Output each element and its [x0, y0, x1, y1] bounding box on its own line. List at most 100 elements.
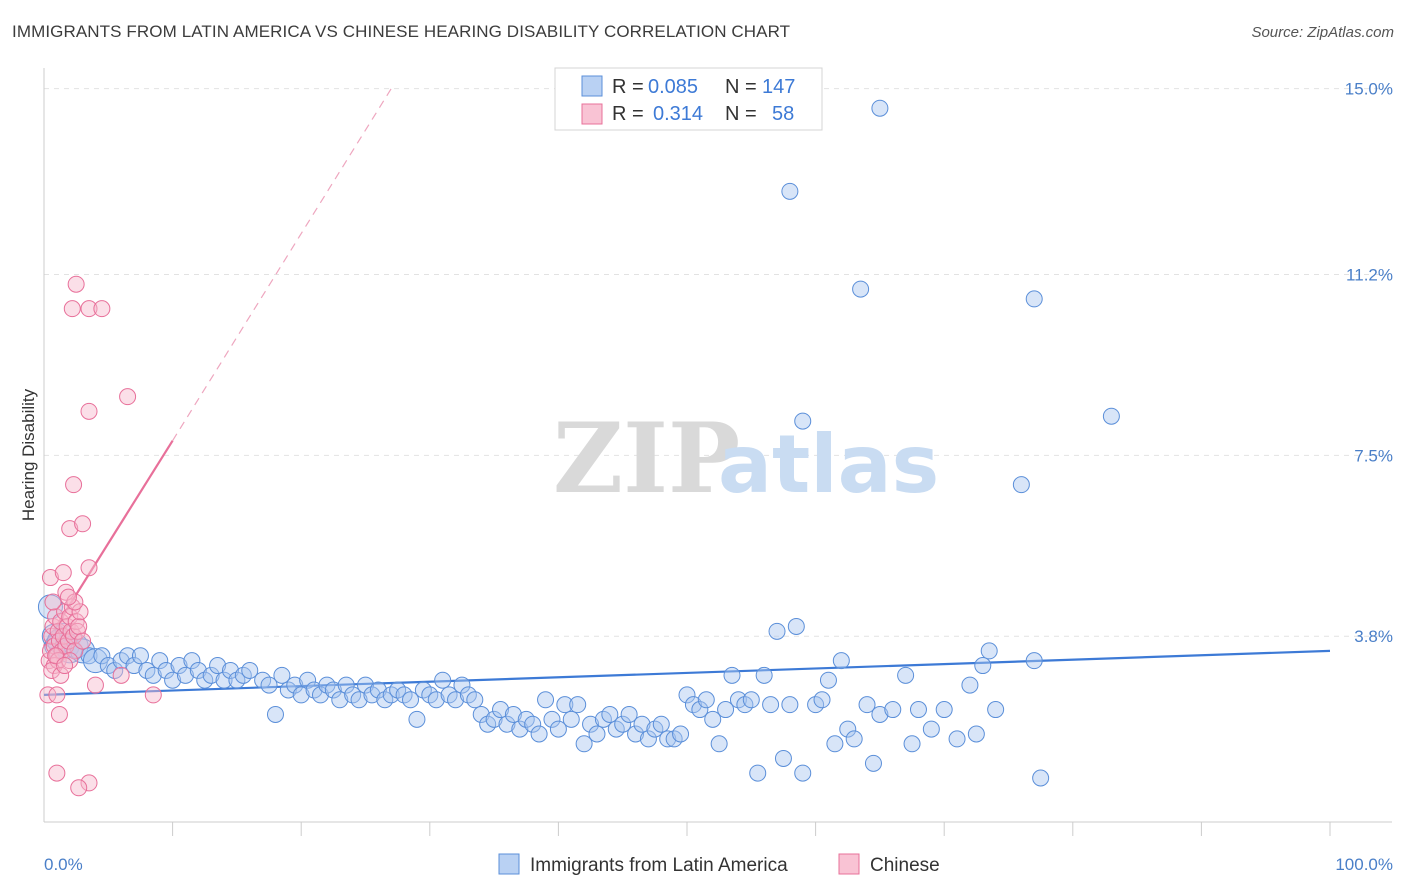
data-point-latin-america	[260, 676, 278, 694]
data-point-chinese	[39, 686, 57, 704]
data-point-latin-america	[209, 657, 227, 675]
legend-n-value: 147	[762, 76, 795, 98]
data-point-latin-america	[151, 652, 169, 670]
data-point-chinese	[71, 603, 89, 621]
data-point-chinese	[56, 657, 74, 675]
data-point-latin-america	[691, 701, 709, 719]
x-tick-labels: 0.0% 100.0%	[44, 855, 1393, 874]
data-point-latin-america	[575, 735, 593, 753]
data-point-latin-america	[710, 735, 728, 753]
data-point-latin-america	[183, 652, 201, 670]
legend-swatch-pink	[581, 103, 603, 125]
data-point-latin-america	[987, 701, 1005, 719]
data-point-latin-america	[498, 715, 516, 733]
data-point-chinese	[70, 779, 88, 797]
y-tick-label: 7.5%	[1354, 446, 1393, 465]
bottom-legend-label-latin-america: Immigrants from Latin America	[530, 855, 788, 876]
data-point-latin-america	[620, 705, 638, 723]
data-point-chinese	[65, 476, 83, 494]
data-point-latin-america	[614, 715, 632, 733]
data-point-latin-america	[813, 691, 831, 709]
data-point-latin-america	[537, 691, 555, 709]
y-tick-label: 11.2%	[1346, 265, 1393, 284]
data-point-chinese	[48, 764, 66, 782]
data-point-chinese	[74, 632, 92, 650]
legend-r-value: 0.314	[653, 103, 703, 125]
data-point-latin-america	[176, 666, 194, 684]
data-point-latin-america	[125, 657, 143, 675]
data-point-latin-america	[1032, 769, 1050, 787]
data-point-latin-america	[903, 735, 921, 753]
data-point-chinese	[47, 608, 65, 626]
data-point-latin-america	[633, 715, 651, 733]
data-point-latin-america	[485, 710, 503, 728]
data-point-latin-america	[781, 696, 799, 714]
data-point-latin-america	[311, 686, 329, 704]
data-point-latin-america	[157, 661, 175, 679]
data-point-chinese	[67, 275, 85, 293]
data-point-latin-america	[324, 681, 342, 699]
source-label: Source: ZipAtlas.com	[1251, 24, 1394, 41]
data-point-latin-america	[350, 691, 368, 709]
data-point-latin-america	[742, 691, 760, 709]
data-point-latin-america	[543, 710, 561, 728]
data-point-latin-america	[794, 764, 812, 782]
data-point-latin-america	[447, 691, 465, 709]
data-point-chinese	[80, 402, 98, 420]
data-point-latin-america	[472, 705, 490, 723]
data-point-latin-america	[466, 691, 484, 709]
data-point-latin-america	[337, 676, 355, 694]
data-point-latin-america	[864, 754, 882, 772]
data-point-chinese	[119, 388, 137, 406]
data-point-latin-america	[652, 715, 670, 733]
legend-n-label: N =	[725, 103, 757, 125]
x-tick-label: 0.0%	[44, 855, 83, 874]
y-tick-label: 3.8%	[1354, 627, 1393, 646]
watermark-atlas: atlas	[718, 418, 939, 511]
data-point-latin-america	[749, 764, 767, 782]
data-point-chinese	[93, 300, 111, 318]
data-point-chinese	[112, 666, 130, 684]
data-point-latin-america	[266, 705, 284, 723]
data-point-latin-america	[922, 720, 940, 738]
legend-n-label: N =	[725, 76, 757, 98]
bottom-legend-swatch-pink	[838, 853, 860, 875]
data-point-latin-america	[858, 696, 876, 714]
data-point-latin-america	[845, 730, 863, 748]
y-tick-labels: 3.8% 7.5% 11.2% 15.0%	[1345, 80, 1393, 647]
data-point-latin-america	[826, 735, 844, 753]
trend-lines	[43, 88, 1331, 696]
legend-box: R = 0.085 N = 147 R = 0.314 N = 58	[554, 67, 823, 131]
data-point-latin-america	[639, 730, 657, 748]
series-chinese-points	[39, 275, 162, 797]
data-point-chinese	[80, 300, 98, 318]
data-point-chinese	[80, 774, 98, 792]
data-point-latin-america	[819, 671, 837, 689]
data-point-latin-america	[189, 661, 207, 679]
watermark-zip: ZIP	[553, 402, 740, 515]
data-point-latin-america	[402, 691, 420, 709]
data-point-chinese	[74, 515, 92, 533]
data-point-chinese	[41, 569, 59, 587]
data-point-latin-america	[935, 701, 953, 719]
data-point-latin-america	[427, 691, 445, 709]
data-point-chinese	[59, 588, 77, 606]
data-point-latin-america	[299, 671, 317, 689]
data-point-latin-america	[357, 676, 374, 694]
data-point-latin-america	[948, 730, 966, 748]
data-point-latin-america	[492, 701, 510, 719]
data-point-latin-america	[697, 691, 715, 709]
data-point-latin-america	[569, 696, 587, 714]
legend-swatch-blue	[581, 75, 603, 97]
data-point-latin-america	[221, 661, 239, 679]
data-point-latin-america	[202, 666, 220, 684]
chart-title: IMMIGRANTS FROM LATIN AMERICA VS CHINESE…	[12, 22, 791, 41]
data-point-latin-america	[369, 681, 387, 699]
data-point-latin-america	[215, 671, 233, 689]
data-point-latin-america	[961, 676, 979, 694]
data-point-latin-america	[839, 720, 857, 738]
grid-lines	[44, 88, 1392, 637]
data-point-latin-america	[781, 182, 799, 200]
y-axis-label: Hearing Disability	[19, 388, 38, 521]
x-tick-label: 100.0%	[1335, 855, 1393, 874]
